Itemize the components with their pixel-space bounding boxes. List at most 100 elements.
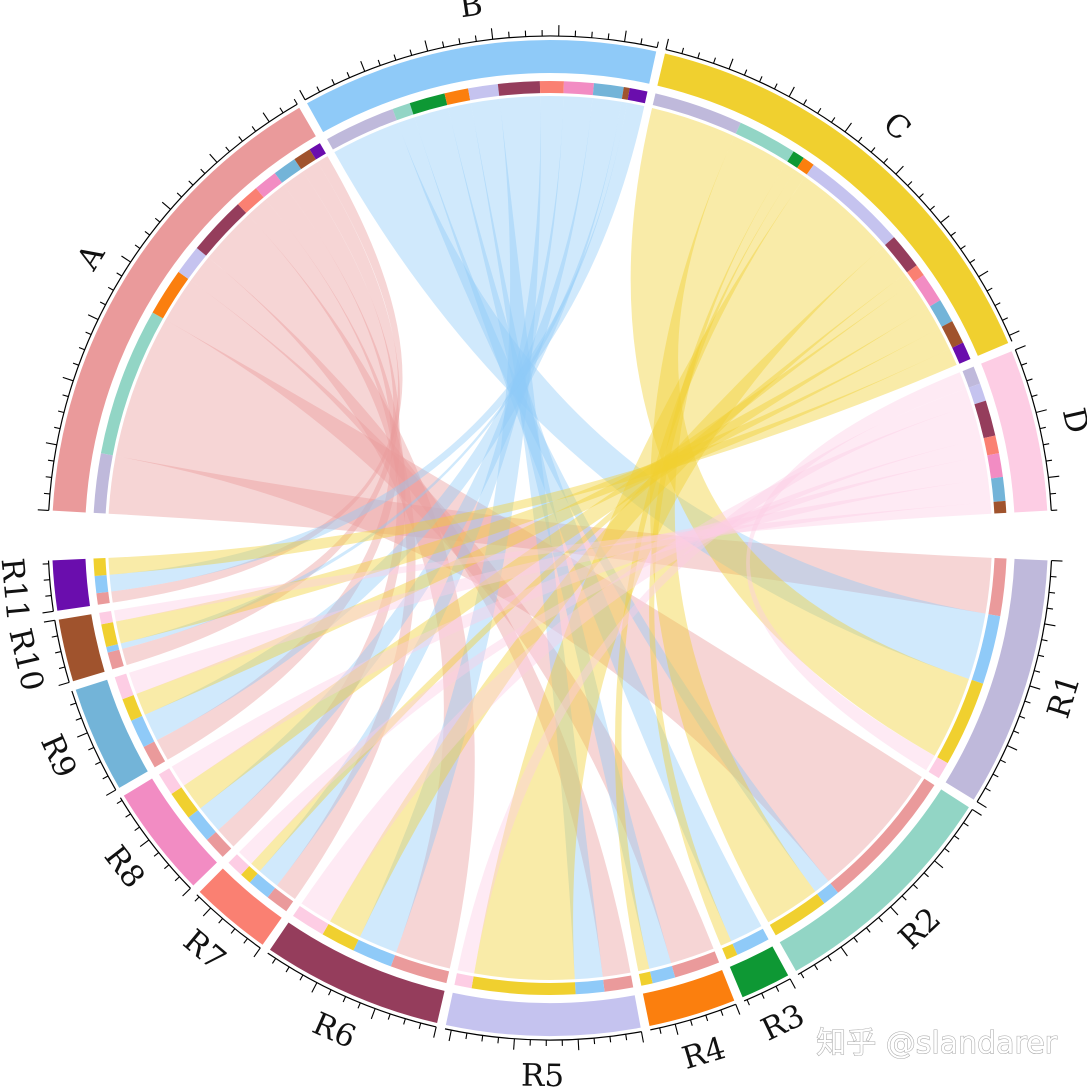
label-R9: R9 (33, 729, 83, 783)
segment-A[interactable] (52, 107, 316, 513)
inner-strip-R10-B (106, 644, 120, 653)
inner-strip-R5-A (603, 975, 634, 992)
segment-R10[interactable] (58, 614, 105, 682)
tick-R2-15 (800, 972, 805, 979)
chord-C-R4 (614, 170, 806, 972)
tick-D-6 (1043, 443, 1050, 446)
tick-R5-4 (577, 1039, 580, 1051)
tick-C-25 (986, 287, 993, 292)
tick-axis-R4 (650, 1003, 736, 1031)
inner-strip-B-R8 (563, 81, 594, 96)
label-R7: R7 (176, 923, 232, 978)
tick-A-21 (176, 192, 182, 198)
segment-R2[interactable] (779, 789, 969, 971)
tick-R2-3 (944, 847, 950, 853)
tick-R2-8 (890, 906, 899, 916)
inner-strip-B-R1 (327, 108, 397, 150)
inner-strip-B-R9 (592, 83, 624, 99)
inner-strip-A-R2 (100, 312, 163, 456)
segment-D[interactable] (981, 351, 1048, 513)
segment-R11[interactable] (52, 558, 90, 611)
tick-A-9 (72, 362, 79, 366)
inner-strip-R4-A (671, 951, 720, 978)
inner-strip-C-R4 (797, 157, 814, 175)
tick-R7-0 (253, 947, 261, 958)
tick-A-27 (251, 126, 257, 132)
inner-strip-R8-A (206, 831, 232, 857)
tick-C-23 (969, 259, 976, 264)
label-R10: R10 (1, 625, 50, 694)
tick-D-2 (1026, 378, 1033, 382)
tick-R2-0 (971, 808, 982, 816)
tick-C-27 (1002, 317, 1008, 321)
tick-R6-1 (418, 1022, 422, 1030)
chord-D-R8 (171, 455, 989, 786)
segment-R6[interactable] (269, 922, 445, 1024)
tick-R8-6 (125, 813, 131, 818)
segment-R8[interactable] (123, 778, 217, 886)
tick-D-0 (1015, 345, 1026, 351)
inner-strip-B-R5 (468, 83, 500, 101)
tick-R9-2 (95, 761, 101, 766)
tick-C-16 (895, 165, 904, 175)
inner-strip-C-R11 (952, 342, 971, 364)
tick-A-20 (161, 201, 171, 210)
tick-R1-5 (1041, 639, 1048, 642)
inner-strip-B-R6 (497, 81, 541, 96)
tick-axis-R5 (444, 1028, 642, 1041)
tick-R5-3 (593, 1038, 596, 1045)
tick-R1-12 (1006, 745, 1018, 751)
segment-R1[interactable] (945, 558, 1048, 800)
chord-A-R1 (108, 455, 992, 614)
chord-D-R10 (113, 502, 992, 622)
inner-strip-C-R7 (907, 265, 924, 282)
tick-C-3 (713, 57, 716, 64)
segment-R4[interactable] (642, 969, 735, 1026)
tick-C-20 (940, 215, 950, 224)
tick-B-20 (624, 30, 627, 42)
tick-B-4 (360, 60, 366, 72)
inner-strip-R5-C (471, 976, 576, 995)
tick-D-3 (1031, 394, 1038, 398)
tick-R11-1 (45, 594, 52, 597)
segment-R3[interactable] (729, 946, 789, 998)
tick-R1-9 (1024, 700, 1031, 704)
inner-strip-D-R10 (993, 500, 1007, 514)
tick-R10-1 (58, 666, 66, 670)
tick-D-8 (1048, 475, 1060, 479)
tick-A-15 (116, 272, 123, 277)
tick-R5-12 (448, 1030, 452, 1042)
tick-C-9 (803, 99, 808, 106)
segment-B[interactable] (307, 40, 657, 133)
chord-A-R8 (218, 185, 406, 847)
inner-strip-R1-D (928, 757, 948, 779)
segment-R7[interactable] (199, 868, 282, 945)
inner-strip-A-R6 (196, 204, 247, 256)
chord-B-R4 (447, 103, 672, 969)
label-R6: R6 (307, 1006, 361, 1056)
inner-strip-R7-B (249, 873, 276, 898)
segment-R5[interactable] (445, 992, 641, 1036)
tick-A-14 (107, 286, 114, 291)
inner-strip-R7-C (241, 865, 258, 883)
chord-C-R8 (183, 283, 928, 809)
inner-strip-R9-C (122, 694, 143, 721)
tick-B-0 (299, 89, 306, 101)
tick-A-28 (262, 112, 270, 123)
tick-R2-9 (878, 917, 883, 923)
inner-strip-R11-B (94, 574, 109, 594)
chord-A-R2 (115, 319, 922, 882)
tick-R7-1 (243, 938, 248, 944)
chord-A-R6 (208, 215, 475, 969)
inner-strip-R10-D (99, 610, 114, 625)
tick-R6-5 (357, 1002, 361, 1009)
inner-strip-R9-D (114, 673, 134, 700)
inner-strip-A-R5 (178, 248, 207, 279)
tick-A-17 (134, 244, 141, 249)
segment-C[interactable] (657, 53, 1009, 356)
tick-C-0 (665, 38, 669, 50)
tick-A-2 (45, 476, 52, 479)
segment-R9[interactable] (75, 679, 148, 788)
tick-axis-R2 (797, 809, 973, 975)
chord-D-R1 (746, 372, 966, 771)
